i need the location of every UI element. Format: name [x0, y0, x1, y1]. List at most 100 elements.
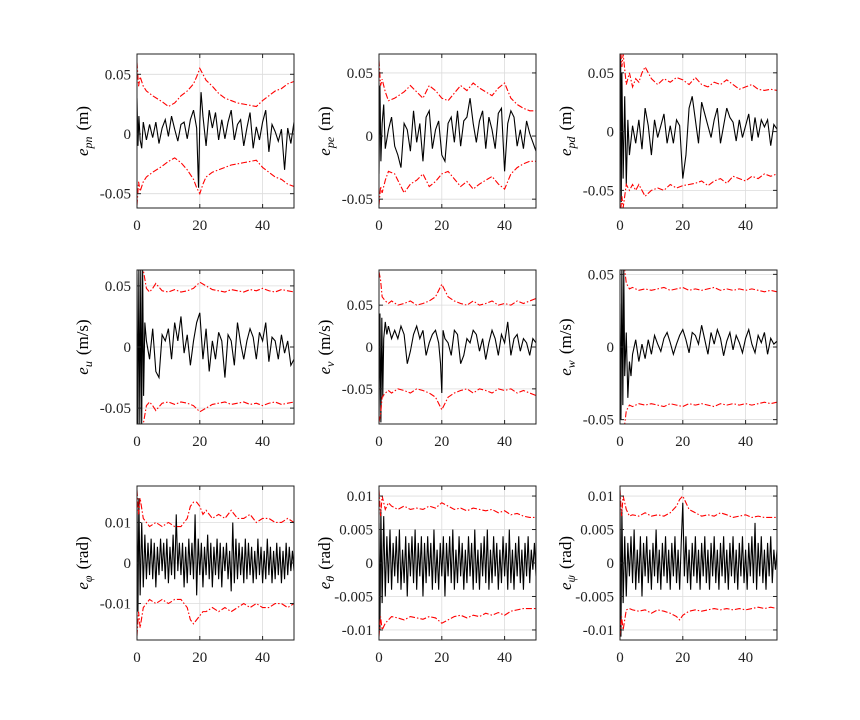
- axes-frame: [619, 53, 778, 209]
- series-upper-bound: [137, 490, 294, 528]
- y-tick-label: -0.01: [100, 597, 131, 613]
- series-lower-bound: [620, 401, 777, 424]
- x-tick-label: 40: [497, 434, 512, 450]
- series-error: [137, 92, 294, 188]
- x-tick-label: 0: [616, 218, 624, 234]
- series-upper-bound: [379, 60, 536, 112]
- x-tick-label: 20: [675, 434, 690, 450]
- x-tick-label: 0: [133, 218, 141, 234]
- series-upper-bound: [620, 270, 777, 293]
- x-tick-label: 40: [738, 434, 753, 450]
- series-upper-bound: [620, 489, 777, 519]
- x-tick-label: 20: [192, 434, 207, 450]
- subplot-3: 0 20 40 -0.05 0 0.05 epd(m): [556, 53, 778, 234]
- x-tick-label: 0: [133, 434, 141, 450]
- x-tick-label: 40: [497, 218, 512, 234]
- y-tick-label: -0.05: [342, 382, 373, 398]
- series-lower-bound: [379, 607, 536, 637]
- y-tick-label: -0.01: [583, 623, 614, 639]
- y-tick-label: 0: [124, 127, 132, 143]
- y-tick-label: 0.01: [347, 489, 373, 505]
- y-tick-label: -0.005: [575, 589, 614, 605]
- x-tick-label: 20: [192, 650, 207, 666]
- x-tick-label: 20: [192, 218, 207, 234]
- axes-frame: [378, 53, 537, 209]
- y-tick-label: -0.05: [100, 401, 131, 417]
- x-tick-label: 0: [375, 650, 383, 666]
- series-lower-bound: [379, 160, 536, 206]
- series-lower-bound: [379, 388, 536, 423]
- y-tick-label: -0.05: [583, 183, 614, 199]
- x-tick-label: 20: [675, 650, 690, 666]
- subplot-8: 0 20 40 -0.01 -0.005 0 0.005 0.01 eθ(rad): [315, 485, 537, 666]
- y-tick-label: -0.05: [583, 413, 614, 429]
- y-tick-label: 0.005: [339, 523, 373, 539]
- plot-area: [379, 54, 536, 208]
- series-error: [137, 270, 294, 424]
- series-error: [620, 54, 777, 203]
- y-tick-label: -0.005: [334, 589, 373, 605]
- x-tick-label: 20: [675, 218, 690, 234]
- y-axis-label: epd(m): [556, 106, 578, 156]
- y-tick-label: 0: [124, 340, 132, 356]
- x-tick-label: 0: [375, 434, 383, 450]
- y-tick-label: 0.05: [105, 67, 131, 83]
- y-tick-label: 0: [366, 556, 374, 572]
- y-tick-label: 0.05: [588, 66, 614, 82]
- x-tick-label: 0: [375, 218, 383, 234]
- y-tick-label: 0: [607, 125, 615, 141]
- subplot-7: 0 20 40 -0.01 0 0.01 eφ(rad): [73, 485, 295, 666]
- x-tick-label: 40: [738, 650, 753, 666]
- y-tick-label: 0.01: [105, 515, 131, 531]
- y-axis-label: eθ(rad): [315, 537, 337, 589]
- series-error: [137, 498, 294, 612]
- x-tick-label: 20: [434, 434, 449, 450]
- series-error: [620, 270, 777, 420]
- axes-frame: [136, 53, 295, 209]
- y-axis-label: epn(m): [73, 106, 95, 156]
- series-upper-bound: [620, 54, 777, 91]
- series-error: [379, 85, 536, 174]
- y-tick-label: 0: [124, 556, 132, 572]
- series-upper-bound: [137, 62, 294, 108]
- x-tick-label: 40: [255, 218, 270, 234]
- y-tick-label: -0.05: [342, 192, 373, 208]
- y-tick-label: 0.005: [580, 523, 614, 539]
- y-tick-label: 0.05: [347, 298, 373, 314]
- series-lower-bound: [620, 173, 777, 208]
- x-tick-label: 20: [434, 218, 449, 234]
- series-upper-bound: [379, 489, 536, 519]
- series-lower-bound: [137, 157, 294, 206]
- y-tick-label: 0: [607, 340, 615, 356]
- x-tick-label: 0: [616, 650, 624, 666]
- x-tick-label: 40: [255, 650, 270, 666]
- y-axis-label: eψ(rad): [556, 536, 578, 590]
- series-error: [379, 509, 536, 630]
- y-axis-label: epe(m): [315, 106, 337, 155]
- y-tick-label: 0.05: [347, 66, 373, 82]
- y-tick-label: 0.05: [588, 267, 614, 283]
- y-tick-label: -0.05: [100, 187, 131, 203]
- y-tick-label: 0: [607, 556, 615, 572]
- x-tick-label: 20: [434, 650, 449, 666]
- y-axis-label: ew(m/s): [556, 318, 578, 375]
- series-lower-bound: [620, 606, 777, 637]
- y-axis-label: ev(m/s): [315, 320, 337, 375]
- x-tick-label: 40: [255, 434, 270, 450]
- subplot-5: 0 20 40 -0.05 0 0.05 ev(m/s): [315, 269, 537, 450]
- subplot-4: 0 20 40 -0.05 0 0.05 eu(m/s): [73, 269, 295, 450]
- y-tick-label: 0: [366, 340, 374, 356]
- y-tick-label: -0.01: [342, 623, 373, 639]
- series-lower-bound: [137, 598, 294, 636]
- y-axis-label: eφ(rad): [73, 536, 95, 589]
- y-axis-label: eu(m/s): [73, 319, 95, 374]
- x-tick-label: 40: [738, 218, 753, 234]
- y-tick-label: 0.05: [105, 279, 131, 295]
- subplot-9: 0 20 40 -0.01 -0.005 0 0.005 0.01 eψ(rad): [556, 485, 778, 666]
- series-error: [620, 496, 777, 637]
- plot-area: [137, 54, 294, 208]
